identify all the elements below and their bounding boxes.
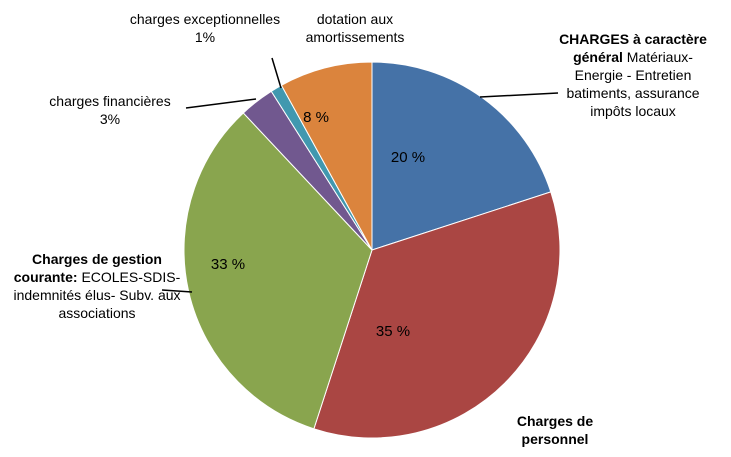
slice-label: Charges de gestion courante: ECOLES-SDIS… xyxy=(2,250,192,322)
value-label: 3% xyxy=(99,111,121,127)
value-label: 8 % xyxy=(303,109,329,126)
slice-label: CHARGES à caractère général Matériaux- E… xyxy=(548,30,718,120)
category-description: ECOLES-SDIS-indemnités élus- Subv. aux a… xyxy=(13,269,181,321)
pie-slice xyxy=(183,112,373,430)
leader-line xyxy=(271,57,282,89)
category-label: CHARGES à caractère général xyxy=(559,31,707,65)
leader-line xyxy=(161,289,193,293)
slice-label: dotation aux amortissements xyxy=(280,10,430,46)
pie-slice xyxy=(280,61,373,251)
category-label: Charges de personnel xyxy=(516,413,594,447)
leader-line xyxy=(479,92,559,98)
value-label: 35 % xyxy=(376,323,410,340)
pie-slice xyxy=(313,191,561,439)
value-label: 33 % xyxy=(211,256,245,273)
category-label: Charges de gestion courante: xyxy=(13,251,162,285)
category-description: Matériaux- Energie - Entretien batiments… xyxy=(566,49,700,119)
category-label: charges financières xyxy=(49,93,171,109)
value-label: 20 % xyxy=(391,149,425,166)
slice-label: charges exceptionnelles 1% xyxy=(125,10,285,46)
category-label: charges exceptionnelles xyxy=(129,11,281,27)
slice-label: charges financières 3% xyxy=(20,92,200,128)
category-label: dotation aux amortissements xyxy=(305,11,405,45)
pie-slice xyxy=(371,61,552,251)
slice-label: Charges de personnel xyxy=(505,412,605,448)
leader-line xyxy=(185,98,257,109)
value-label: 1% xyxy=(194,29,216,45)
